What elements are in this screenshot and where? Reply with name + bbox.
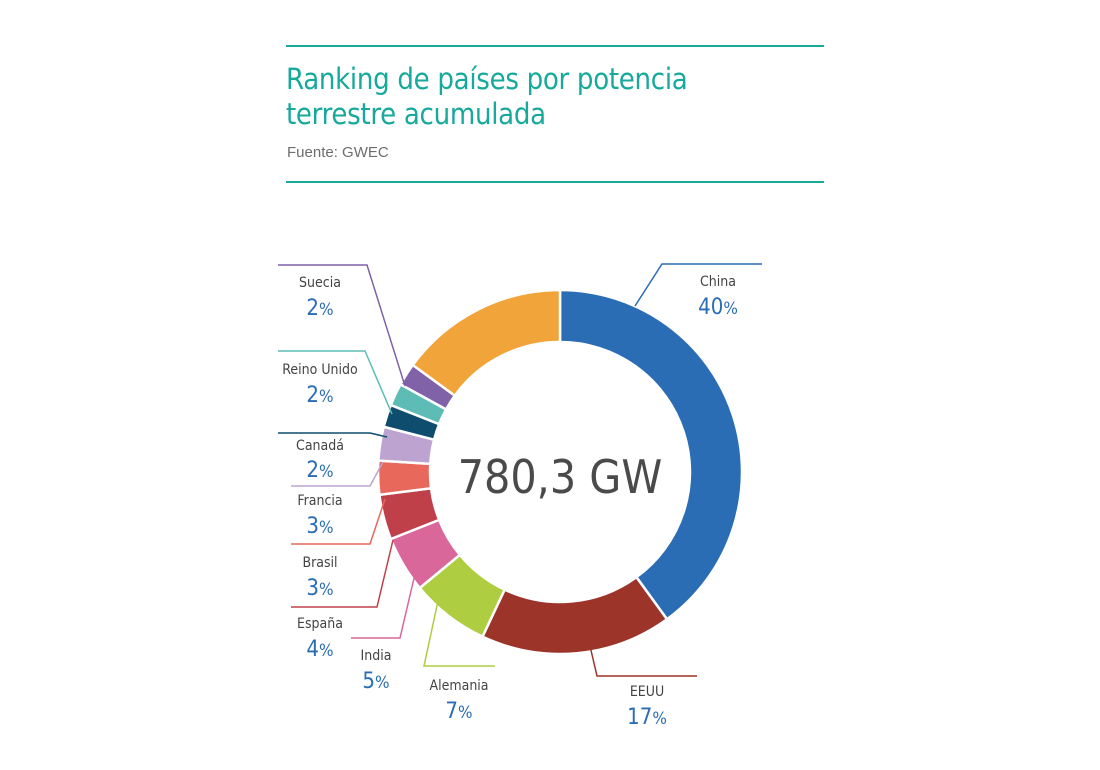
slice-value-eeuu: 17%	[627, 705, 667, 730]
leader-line-china	[634, 263, 762, 307]
leader-line-canada	[278, 432, 388, 438]
leader-line-eeuu	[589, 645, 697, 677]
slice-label-china: China	[700, 274, 736, 290]
chart-title-line-2: terrestre acumulada	[286, 97, 546, 131]
slice-label-suecia: Suecia	[299, 275, 341, 291]
slice-label-india: India	[361, 648, 392, 664]
slice-label-eeuu: EEUU	[630, 684, 664, 700]
slice-label-brasil: Brasil	[302, 555, 337, 571]
donut-slices	[376, 288, 744, 656]
bottom-rule	[286, 181, 824, 183]
leader-line-francia	[291, 461, 384, 487]
slice-label-espana: España	[297, 616, 343, 632]
leader-line-espana	[291, 539, 394, 608]
slice-value-brasil: 3%	[306, 576, 333, 601]
leader-line-reino-unido	[278, 350, 393, 415]
slice-label-francia: Francia	[297, 493, 342, 509]
center-total-label: 780,3 GW	[458, 450, 663, 504]
slice-value-china: 40%	[698, 295, 738, 320]
leader-line-suecia	[278, 264, 406, 387]
slice-unlabeled	[411, 288, 562, 398]
slice-value-alemania: 7%	[445, 699, 472, 724]
slice-label-canada: Canadá	[296, 438, 344, 454]
slice-value-canada: 2%	[306, 458, 333, 483]
slice-china	[558, 288, 744, 621]
leader-line-alemania	[423, 600, 495, 667]
chart-title: Ranking de países por potencia terrestre…	[286, 62, 826, 132]
slice-labels: China 40% EEUU 17% Alemania 7% India 5% España 4%…	[282, 274, 738, 730]
slice-brasil	[376, 459, 433, 497]
slice-value-espana: 4%	[306, 637, 333, 662]
leader-line-brasil	[291, 498, 386, 545]
slice-label-reino-unido: Reino Unido	[282, 362, 358, 378]
slice-value-suecia: 2%	[306, 296, 333, 321]
slice-value-india: 5%	[362, 669, 389, 694]
slice-eeuu	[480, 575, 669, 656]
leader-lines	[278, 263, 762, 677]
slice-value-reino-unido: 2%	[306, 383, 333, 408]
chart-title-line-1: Ranking de países por potencia	[286, 62, 688, 96]
slice-label-alemania: Alemania	[429, 678, 488, 694]
slice-value-francia: 3%	[306, 514, 333, 539]
source-note: Fuente: GWEC	[287, 144, 389, 161]
leader-line-india	[351, 573, 416, 639]
top-rule	[286, 45, 824, 47]
